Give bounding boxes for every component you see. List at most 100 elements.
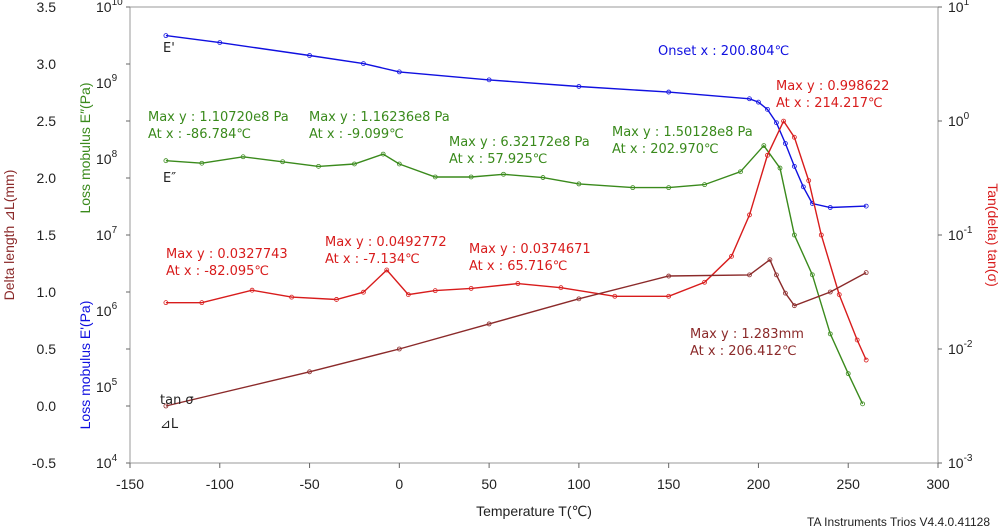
dl-tick-label: 2.0 [37, 170, 57, 186]
data-point [240, 154, 246, 160]
e-prime-curve [165, 34, 867, 209]
data-point [280, 159, 286, 165]
data-point [361, 289, 366, 295]
data-point [827, 205, 833, 210]
data-point [729, 253, 734, 259]
plot-frame [129, 6, 939, 464]
data-point [334, 297, 339, 302]
annotation-text: Max y : 1.10720e8 Pa [148, 110, 289, 125]
curve-label: E″ [163, 171, 176, 186]
data-point [702, 279, 707, 285]
annotation-text: At x : 202.970℃ [612, 142, 719, 157]
loss-modulus-ep-axis-label: Loss mobulus E″(Pa) [77, 82, 93, 213]
data-point [612, 293, 618, 299]
dl-tick-label: 3.5 [37, 0, 57, 15]
delta-length-curve [165, 258, 867, 407]
annotation-text: Max y : 1.16236e8 Pa [309, 110, 450, 125]
tan-tick-label: 10-3 [948, 453, 973, 471]
data-point [863, 357, 869, 363]
data-point [432, 174, 438, 180]
footer-text: TA Instruments Trios V4.4.0.41128 [807, 515, 990, 529]
data-point [576, 296, 582, 302]
tan-tick-label: 100 [948, 111, 970, 129]
data-point [774, 272, 779, 278]
annotation-text: At x : 65.716℃ [469, 259, 567, 274]
data-point [666, 293, 672, 299]
data-point [863, 203, 869, 209]
dl-tick-label: 0.5 [37, 341, 57, 357]
data-point [361, 61, 366, 66]
x-tick-label: 50 [481, 476, 497, 492]
data-point [806, 178, 812, 184]
tan-tick-label: 101 [948, 0, 970, 15]
modulus-tick-label: 106 [96, 301, 118, 319]
dl-tick-label: 1.0 [37, 284, 57, 300]
data-point [756, 99, 761, 105]
data-point [845, 371, 851, 377]
tan-delta-curve [165, 119, 867, 361]
annotation-text: Max y : 6.32172e8 Pa [449, 135, 590, 150]
data-point [199, 160, 205, 166]
delta-length-axis-label: Delta length ⊿L(mm) [1, 170, 17, 301]
data-point [747, 212, 752, 218]
data-point [836, 292, 842, 298]
dl-tick-label: 1.5 [37, 227, 57, 243]
x-tick-label: 200 [747, 476, 771, 492]
data-point [558, 285, 564, 291]
data-point [863, 270, 869, 276]
curve-label: tan σ [160, 393, 194, 408]
data-point [774, 120, 779, 126]
annotation-text: At x : 214.217℃ [776, 96, 883, 111]
x-tick-label: -150 [116, 476, 144, 492]
data-point [289, 294, 295, 300]
data-point [576, 84, 582, 89]
tan-tick-label: 10-1 [948, 225, 973, 243]
data-point [791, 303, 797, 309]
x-tick-label: 100 [567, 476, 591, 492]
data-point [396, 346, 402, 352]
data-point [486, 321, 492, 327]
data-point [307, 53, 312, 58]
dl-tick-label: -0.5 [32, 455, 56, 471]
data-point [777, 165, 783, 171]
modulus-tick-label: 105 [96, 377, 118, 395]
annotation-text: Max y : 0.0327743 [166, 247, 288, 262]
data-point [384, 267, 390, 273]
data-point [468, 174, 474, 180]
data-point [666, 273, 672, 279]
data-point [396, 161, 402, 167]
data-point [782, 290, 788, 296]
data-point [405, 292, 411, 298]
data-point [217, 40, 223, 46]
data-point [540, 175, 546, 180]
data-point [666, 185, 672, 191]
data-point [809, 272, 815, 278]
annotation-text: Max y : 0.0492772 [325, 235, 447, 250]
data-point [396, 69, 402, 75]
e-double-prime-curve [165, 144, 864, 405]
data-point [163, 403, 169, 409]
x-tick-label: 150 [657, 476, 681, 492]
data-point [352, 161, 357, 167]
annotation-text: Max y : 1.50128e8 Pa [612, 125, 753, 140]
data-point [163, 33, 169, 39]
data-point [800, 184, 806, 190]
dl-tick-label: 2.5 [37, 113, 57, 129]
data-point [249, 287, 255, 293]
data-point [468, 286, 474, 291]
data-point [432, 288, 438, 294]
data-point [782, 141, 788, 146]
modulus-tick-label: 104 [96, 453, 118, 471]
x-axis-label: Temperature T(℃) [476, 503, 592, 519]
annotation-text: Max y : 1.283mm [690, 327, 804, 342]
data-point [761, 143, 767, 149]
data-point [316, 163, 321, 169]
data-point [791, 134, 797, 140]
data-point [199, 300, 205, 306]
data-point [738, 169, 743, 175]
data-point [163, 158, 169, 164]
x-tick-label: 250 [837, 476, 861, 492]
data-point [747, 96, 752, 102]
tan-tick-label: 10-2 [948, 339, 973, 357]
annotation-text: Onset x : 200.804℃ [658, 44, 789, 59]
